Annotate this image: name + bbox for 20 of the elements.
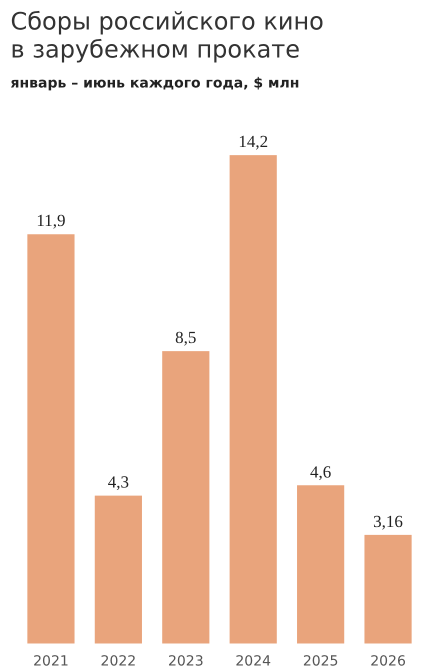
bar xyxy=(162,351,210,644)
bar xyxy=(230,155,277,644)
bar xyxy=(94,496,142,644)
bar xyxy=(364,534,412,644)
x-tick-label: 2026 xyxy=(370,654,406,668)
x-tick-label: 2022 xyxy=(100,654,136,668)
data-label: 4,3 xyxy=(108,472,129,492)
x-tick-label: 2025 xyxy=(302,654,338,668)
data-label: 11,9 xyxy=(36,211,66,230)
data-label: 8,5 xyxy=(175,328,196,348)
bar xyxy=(27,234,75,644)
data-label: 4,6 xyxy=(310,462,332,482)
data-label: 14,2 xyxy=(238,132,268,152)
bar xyxy=(297,485,344,644)
chart-subtitle: январь – июнь каждого года, $ млн xyxy=(10,76,300,92)
x-tick-label: 2024 xyxy=(235,654,272,668)
chart-title: Сборы российского кино в зарубежном прокате xyxy=(10,8,324,64)
x-tick-label: 2021 xyxy=(33,654,69,668)
x-tick-label: 2023 xyxy=(168,654,204,668)
data-label: 3,16 xyxy=(373,512,403,531)
